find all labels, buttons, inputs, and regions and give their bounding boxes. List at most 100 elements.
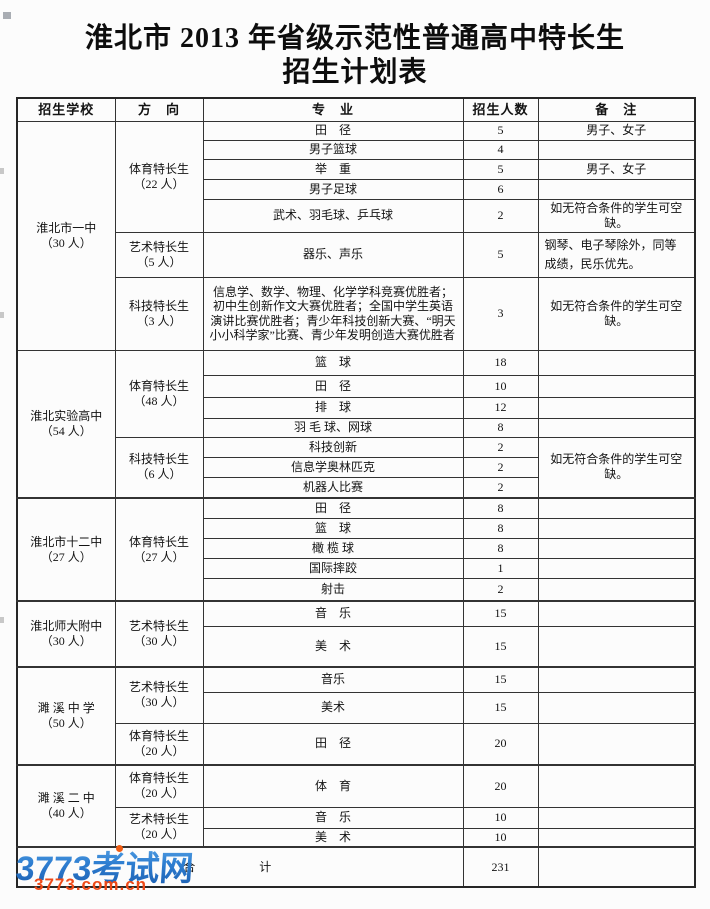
major-cell: 羽 毛 球、网球 [202, 417, 464, 438]
remark-cell [537, 178, 696, 200]
count-cell: 6 [462, 178, 539, 200]
direction-cell: 科技特长生 （3 人） [114, 276, 204, 351]
major-cell: 田 径 [202, 374, 464, 398]
direction-cell: 体育特长生 （20 人） [114, 764, 204, 808]
remark-cell [537, 497, 696, 519]
table-row: 美 术 15 [17, 625, 696, 668]
count-cell: 12 [462, 396, 539, 419]
direction-cell: 科技特长生 （6 人） [114, 436, 204, 499]
count-cell: 2 [462, 476, 539, 499]
major-cell: 男子篮球 [202, 139, 464, 160]
major-cell: 国际摔跤 [202, 557, 464, 579]
total-label-cell: 合 计 [16, 846, 464, 888]
count-cell: 5 [462, 158, 539, 180]
count-cell: 20 [462, 764, 539, 808]
major-cell: 美 术 [202, 625, 464, 668]
direction-cell: 体育特长生 （48 人） [114, 349, 204, 438]
major-cell: 机器人比赛 [202, 476, 464, 499]
major-cell: 音 乐 [202, 600, 464, 627]
major-cell: 男子足球 [202, 178, 464, 200]
remark-cell [537, 722, 696, 766]
count-cell: 10 [462, 806, 539, 829]
school-cell: 濉 溪 二 中（40 人） [16, 764, 116, 848]
remark-cell [537, 417, 696, 438]
school-cell: 淮北市十二中 （27 人） [16, 497, 116, 602]
direction-cell: 体育特长生 （27 人） [114, 497, 204, 602]
count-cell: 2 [462, 198, 539, 233]
direction-cell: 艺术特长生 （30 人） [114, 666, 204, 724]
table-row: 科技特长生 （6 人） 科技创新 2 如无符合条件的学生可空缺。 [17, 436, 696, 499]
count-cell: 3 [462, 276, 539, 351]
remark-cell: 钢琴、电子琴除外，同等成绩，民乐优先。 [537, 231, 696, 278]
table-row: 武术、羽毛球、乒乓球 2 如无符合条件的学生可空缺。 [17, 198, 696, 233]
scan-artifact [0, 168, 4, 174]
table-row: 淮北实验高中 （54 人） 体育特长生 （48 人）篮 球 18 [16, 349, 696, 499]
major-cell: 科技创新 [202, 436, 464, 458]
count-cell: 15 [462, 666, 539, 693]
count-cell: 15 [462, 625, 539, 668]
school-cell: 淮北师大附中 （30 人） [16, 600, 116, 668]
direction-cell: 艺术特长生 （20 人） [114, 806, 204, 848]
school-cell: 淮北市一中 （30 人） [16, 120, 116, 351]
major-cell: 田 径 [202, 120, 464, 141]
direction-cell: 体育特长生 （20 人） [114, 722, 204, 766]
remark-cell: 男子、女子 [537, 158, 696, 180]
remark-cell [537, 349, 696, 376]
major-cell: 篮 球 [202, 517, 464, 539]
count-cell: 5 [462, 120, 539, 141]
direction-cell: 艺术特长生 （30 人） [114, 600, 204, 668]
count-cell: 18 [462, 349, 539, 376]
remark-cell [537, 557, 696, 579]
table-row: 淮北师大附中 （30 人） 艺术特长生 （30 人）音 乐 15 [16, 600, 696, 668]
major-cell: 美 术 [202, 827, 464, 848]
major-cell: 橄 榄 球 [202, 537, 464, 559]
remark-cell [537, 139, 696, 160]
major-cell: 器乐、声乐 [202, 231, 464, 278]
table-row: 艺术特长生 （20 人）音 乐 10 [17, 806, 696, 848]
column-header: 专 业 [202, 97, 464, 122]
column-header: 招生学校 [16, 97, 116, 122]
table-row: 艺术特长生 （5 人） 器乐、声乐 5 钢琴、电子琴除外，同等成绩，民乐优先。 [17, 231, 696, 278]
major-cell: 田 径 [202, 497, 464, 519]
direction-cell: 体育特长生 （22 人） [114, 120, 204, 233]
count-cell: 15 [462, 691, 539, 724]
major-cell: 射击 [202, 577, 464, 602]
remark-cell [537, 691, 696, 724]
table-row: 淮北市一中 （30 人） 体育特长生 （22 人）田 径 5 男子、女子 [16, 120, 696, 351]
count-cell: 2 [462, 456, 539, 478]
table-row: 体育特长生 （20 人）田 径 20 [17, 722, 696, 766]
column-header: 备 注 [537, 97, 696, 122]
major-cell: 篮 球 [202, 349, 464, 376]
major-cell: 武术、羽毛球、乒乓球 [202, 198, 464, 233]
table-row: 举 重 5 男子、女子 [17, 158, 696, 180]
remark-cell [537, 537, 696, 559]
remark-cell [537, 600, 696, 627]
scan-artifact [3, 12, 11, 19]
major-cell: 举 重 [202, 158, 464, 180]
count-cell: 4 [462, 139, 539, 160]
count-cell: 231 [462, 846, 539, 888]
table-row: 濉 溪 二 中（40 人） 体育特长生 （20 人）体 育 20 [16, 764, 696, 848]
enrollment-table: 招生学校方 向专 业招生人数备 注淮北市一中 （30 人） 体育特长生 （22 人）田… [16, 97, 696, 888]
count-cell: 1 [462, 557, 539, 579]
direction-cell: 艺术特长生 （5 人） [114, 231, 204, 278]
table-row: 排 球 12 [17, 396, 696, 419]
page-title-line1: 淮北市 2013 年省级示范性普通高中特长生 [84, 23, 625, 54]
remark-cell [537, 517, 696, 539]
table-row: 羽 毛 球、网球 8 [17, 417, 696, 438]
count-cell: 2 [462, 436, 539, 458]
major-cell: 信息学奥林匹克 [202, 456, 464, 478]
remark-cell: 如无符合条件的学生可空缺。 [537, 276, 696, 351]
remark-cell [537, 827, 696, 848]
remark-cell [537, 846, 696, 888]
column-header: 招生人数 [462, 97, 539, 122]
table-row: 男子篮球 4 [17, 139, 696, 160]
major-cell: 音乐 [202, 666, 464, 693]
remark-cell [537, 764, 696, 808]
major-cell: 体 育 [202, 764, 464, 808]
scan-artifact [0, 312, 4, 318]
remark-cell: 如无符合条件的学生可空缺。 [537, 198, 696, 233]
count-cell: 8 [462, 417, 539, 438]
